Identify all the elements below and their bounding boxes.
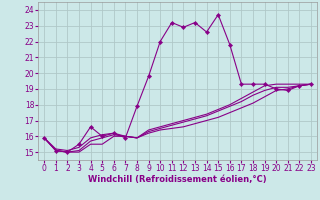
X-axis label: Windchill (Refroidissement éolien,°C): Windchill (Refroidissement éolien,°C) <box>88 175 267 184</box>
